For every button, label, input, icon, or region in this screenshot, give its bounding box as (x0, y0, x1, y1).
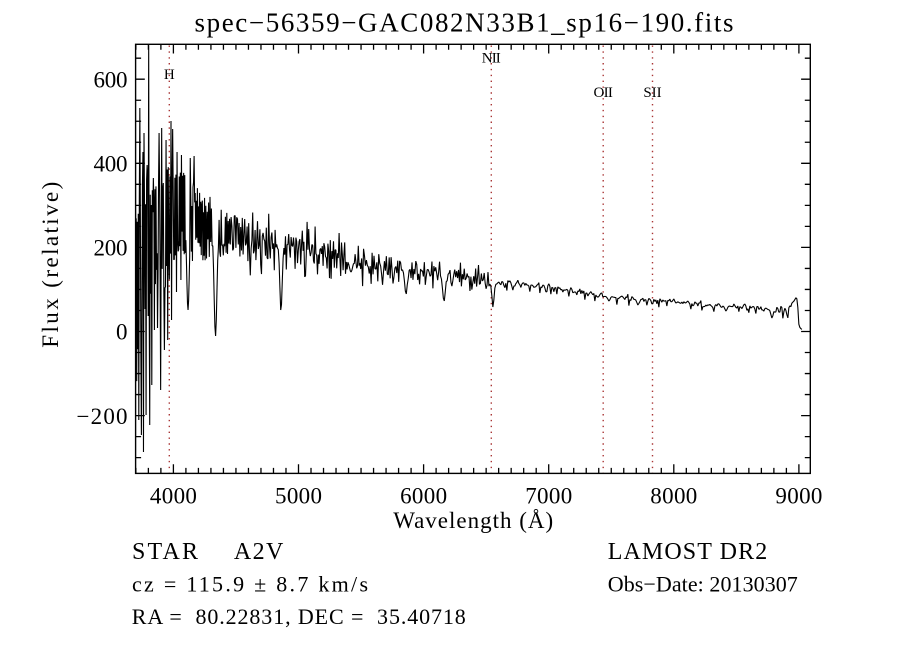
svg-text:0: 0 (116, 320, 128, 345)
svg-text:4000: 4000 (150, 484, 197, 509)
svg-text:H: H (164, 67, 175, 83)
svg-text:Obs−Date: 20130307: Obs−Date: 20130307 (608, 572, 798, 597)
svg-text:7000: 7000 (525, 484, 572, 509)
svg-text:6000: 6000 (400, 484, 447, 509)
svg-text:SII: SII (643, 85, 661, 101)
svg-text:−200: −200 (77, 404, 128, 429)
svg-text:RA = 80.22831, DEC = 35.4071: RA = 80.22831, DEC = 35.40718 (132, 604, 466, 629)
svg-text:8000: 8000 (650, 484, 697, 509)
svg-text:200: 200 (94, 236, 128, 261)
svg-text:400: 400 (94, 152, 128, 177)
svg-text:5000: 5000 (275, 484, 322, 509)
svg-text:LAMOST DR2: LAMOST DR2 (608, 539, 768, 565)
svg-text:9000: 9000 (775, 484, 822, 509)
svg-text:STAR: STAR (132, 539, 198, 565)
svg-text:600: 600 (94, 67, 128, 92)
svg-text:NII: NII (482, 51, 501, 67)
svg-text:Wavelength (Å): Wavelength (Å) (393, 508, 553, 533)
svg-text:A2V: A2V (234, 539, 284, 565)
svg-text:Flux (relative): Flux (relative) (38, 182, 63, 348)
svg-text:OII: OII (594, 85, 613, 101)
svg-text:cz = 115.9 ± 8.7 km/s: cz = 115.9 ± 8.7 km/s (132, 571, 368, 596)
